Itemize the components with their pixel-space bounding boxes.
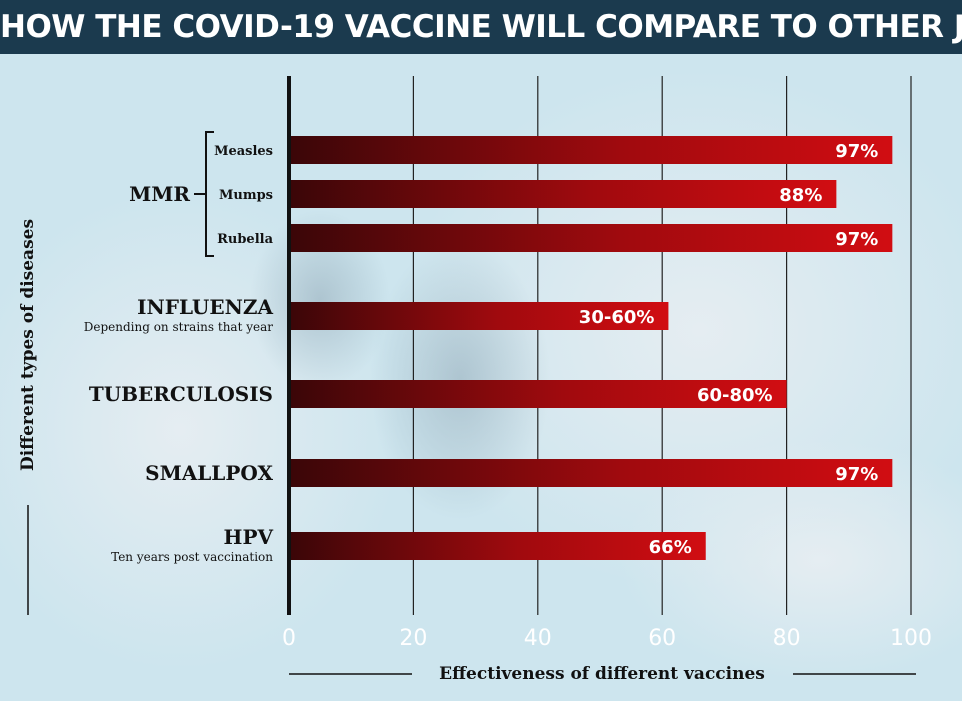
category-subtitle: Ten years post vaccination — [111, 550, 273, 564]
x-tick-label: 20 — [399, 626, 427, 651]
category-label: INFLUENZA — [137, 295, 273, 319]
bars — [289, 136, 893, 560]
x-tick-label: 0 — [282, 626, 296, 651]
category-subtitle: Depending on strains that year — [84, 320, 274, 334]
group-label: MMR — [129, 182, 190, 206]
category-label: TUBERCULOSIS — [89, 382, 273, 406]
gridlines — [412, 76, 912, 615]
x-tick-labels: 0 20 40 60 80 100 — [282, 626, 932, 651]
chart-title: HOW THE COVID-19 VACCINE WILL COMPARE TO… — [0, 0, 962, 54]
bar-value-label: 60-80% — [697, 385, 773, 406]
group-bracket — [194, 131, 214, 257]
x-tick-label: 40 — [524, 626, 552, 651]
category-label: SMALLPOX — [145, 461, 273, 485]
bar-tuberculosis — [289, 380, 787, 408]
category-label: HPV — [224, 525, 274, 549]
bar-hpv — [289, 532, 706, 560]
x-tick-label: 100 — [890, 626, 932, 651]
x-tick-label: 80 — [773, 626, 801, 651]
y-axis-label: Different types of diseases — [18, 218, 38, 472]
bar-smallpox — [289, 459, 893, 487]
bar-measles — [289, 136, 893, 164]
bar-value-label: 97% — [835, 464, 878, 485]
axes — [27, 76, 916, 675]
category-label: Mumps — [219, 188, 273, 203]
bar-value-label: 97% — [835, 229, 878, 250]
x-tick-label: 60 — [648, 626, 676, 651]
bar-value-label: 97% — [835, 141, 878, 162]
category-label: Rubella — [217, 232, 273, 247]
category-label: Measles — [214, 144, 273, 159]
bar-mumps — [289, 180, 837, 208]
category-labels: 97% Measles 88% Mumps 97% Rubella 30-60% INFLUE… — [84, 131, 878, 564]
x-axis-label: Effectiveness of different vaccines — [439, 664, 765, 684]
bar-rubella — [289, 224, 893, 252]
bar-influenza — [289, 302, 669, 330]
bar-value-label: 66% — [649, 537, 692, 558]
bar-value-label: 30-60% — [579, 307, 655, 328]
bar-value-label: 88% — [779, 185, 822, 206]
